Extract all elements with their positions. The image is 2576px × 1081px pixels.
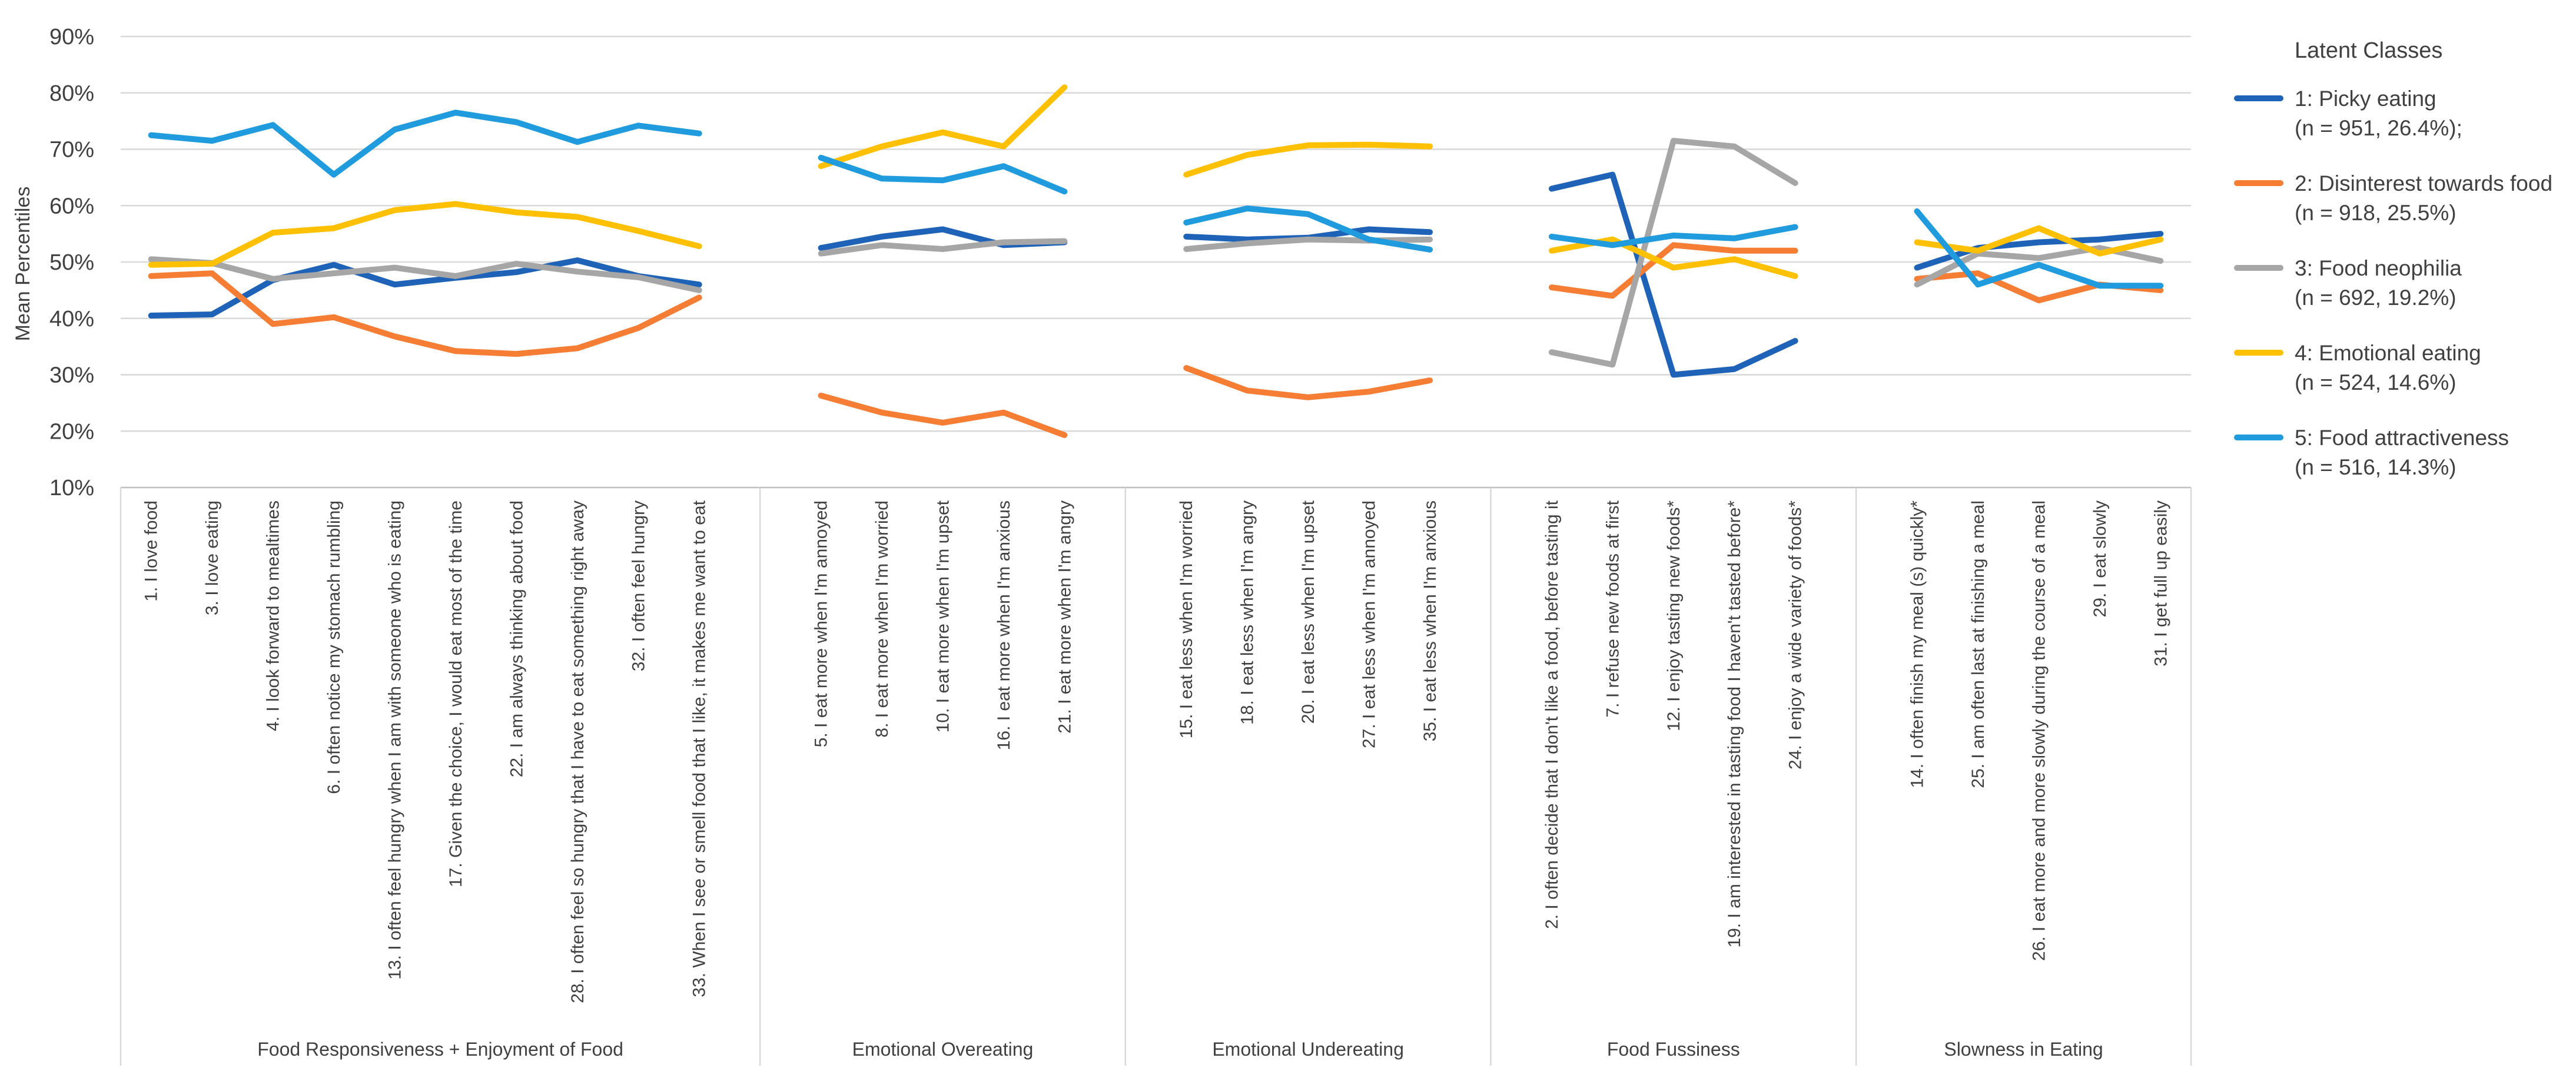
group-label: Emotional Undereating xyxy=(1212,1039,1404,1060)
series-line xyxy=(148,110,702,178)
x-tick-label: 32. I often feel hungry xyxy=(629,500,648,671)
y-tick-label: 50% xyxy=(49,250,94,275)
series-line xyxy=(818,226,1068,251)
series-line xyxy=(1183,205,1433,253)
x-tick-label: 27. I eat less when I'm annoyed xyxy=(1360,500,1379,748)
legend-title: Latent Classes xyxy=(2295,38,2442,63)
y-tick-label: 80% xyxy=(49,81,94,106)
x-tick-label: 8. I eat more when I'm worried xyxy=(872,500,892,738)
y-tick-label: 70% xyxy=(49,138,94,163)
x-tick-label: 21. I eat more when I'm angry xyxy=(1055,500,1074,734)
x-tick-label: 6. I often notice my stomach rumbling xyxy=(324,500,344,794)
x-tick-label: 35. I eat less when I'm anxious xyxy=(1420,500,1440,741)
group-label: Food Fussiness xyxy=(1607,1039,1740,1060)
x-tick-label: 18. I eat less when I'm angry xyxy=(1238,500,1257,725)
y-tick-label: 10% xyxy=(49,476,94,500)
series-line xyxy=(818,238,1068,257)
series-line xyxy=(1914,208,2164,289)
x-tick-label: 24. I enjoy a wide variety of foods* xyxy=(1786,500,1805,770)
legend-series-detail: (n = 524, 14.6%) xyxy=(2295,370,2457,394)
x-tick-label: 33. When I see or smell food that I like… xyxy=(690,500,709,997)
legend-series-detail: (n = 918, 25.5%) xyxy=(2295,201,2457,225)
legend-series-detail: (n = 951, 26.4%); xyxy=(2295,116,2462,140)
x-tick-label: 22. I am always thinking about food xyxy=(507,500,526,777)
series-line xyxy=(148,270,702,357)
y-tick-label: 60% xyxy=(49,194,94,218)
series-line xyxy=(1548,138,1798,368)
x-tick-label: 3. I love eating xyxy=(203,500,222,615)
series-line xyxy=(1183,141,1433,178)
legend-series-name: 1: Picky eating xyxy=(2295,87,2436,111)
series-line xyxy=(1548,242,1798,299)
series-3-food-neophilia xyxy=(148,138,2164,368)
x-tick-label: 17. Given the choice, I would eat most o… xyxy=(446,500,466,887)
x-tick-label: 29. I eat slowly xyxy=(2090,500,2110,617)
y-tick-label: 40% xyxy=(49,307,94,331)
x-tick-label: 4. I look forward to mealtimes xyxy=(264,500,283,731)
series-line xyxy=(818,84,1068,170)
x-axis-tick-labels: 1. I love food 3. I love eating 4. I look … xyxy=(142,500,2171,1003)
x-tick-label: 2. I often decide that I don't like a fo… xyxy=(1542,500,1562,929)
category-group-labels: Food Responsiveness + Enjoyment of Food E… xyxy=(257,1039,2103,1060)
series-line xyxy=(1548,171,1798,378)
x-tick-label: 16. I eat more when I'm anxious xyxy=(994,500,1014,750)
x-tick-label: 20. I eat less when I'm upset xyxy=(1299,500,1318,724)
x-tick-label: 1. I love food xyxy=(142,500,161,602)
legend-series-name: 5: Food attractiveness xyxy=(2295,426,2509,450)
series-line xyxy=(1183,365,1433,400)
y-tick-label: 90% xyxy=(49,25,94,49)
x-tick-label: 26. I eat more and more slowly during th… xyxy=(2029,500,2049,961)
x-tick-label: 28. I often feel so hungry that I have t… xyxy=(568,500,587,1003)
series-line xyxy=(148,256,702,293)
group-label: Emotional Overeating xyxy=(852,1039,1034,1060)
legend-series-name: 4: Emotional eating xyxy=(2295,341,2481,365)
x-tick-label: 13. I often feel hungry when I am with s… xyxy=(385,500,404,980)
x-tick-label: 10. I eat more when I'm upset xyxy=(933,500,952,732)
group-label: Food Responsiveness + Enjoyment of Food xyxy=(257,1039,623,1060)
category-group-separators xyxy=(119,488,2192,1066)
legend-series-name: 2: Disinterest towards food xyxy=(2295,171,2552,195)
x-tick-label: 25. I am often last at finishing a meal xyxy=(1968,500,1988,788)
series-line xyxy=(818,154,1068,195)
y-tick-label: 20% xyxy=(49,419,94,444)
legend: Latent Classes 1: Picky eating (n = 951, … xyxy=(2234,38,2552,479)
series-line xyxy=(1914,231,2164,271)
legend-series-name: 3: Food neophilia xyxy=(2295,256,2462,280)
x-tick-label: 12. I enjoy tasting new foods* xyxy=(1664,500,1684,731)
legend-series-detail: (n = 692, 19.2%) xyxy=(2295,286,2457,310)
legend-series-detail: (n = 516, 14.3%) xyxy=(2295,455,2457,479)
series-line xyxy=(818,392,1068,438)
x-tick-label: 31. I get full up easily xyxy=(2151,500,2170,666)
series-line xyxy=(1548,224,1798,248)
y-axis-ticks: 10% 20% 30% 40% 50% 60% 70% 80% 90% xyxy=(49,25,94,500)
y-tick-label: 30% xyxy=(49,363,94,388)
y-axis-label: Mean Percentiles xyxy=(12,187,34,341)
x-tick-label: 7. I refuse new foods at first xyxy=(1603,500,1622,717)
series-lines xyxy=(148,84,2164,438)
series-line xyxy=(1914,225,2164,257)
gridlines xyxy=(121,35,2191,489)
x-tick-label: 5. I eat more when I'm annoyed xyxy=(812,500,831,747)
group-label: Slowness in Eating xyxy=(1944,1039,2103,1060)
series-line xyxy=(148,201,702,268)
x-tick-label: 19. I am interested in tasting food I ha… xyxy=(1725,500,1744,948)
x-tick-label: 14. I often finish my meal (s) quickly* xyxy=(1908,500,1927,788)
x-tick-label: 15. I eat less when I'm worried xyxy=(1177,500,1196,738)
series-5-food-attractiveness xyxy=(148,110,2164,289)
